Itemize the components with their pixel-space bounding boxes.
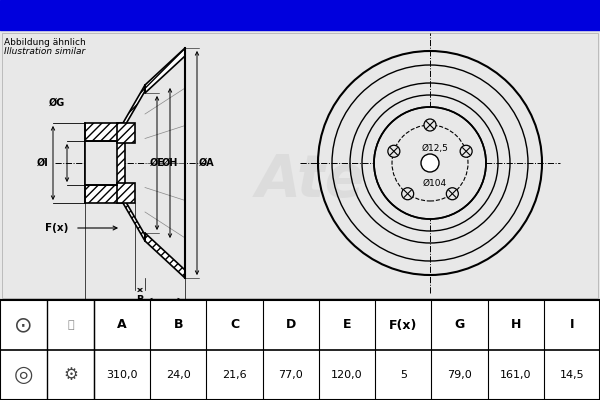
Polygon shape <box>85 141 117 185</box>
Polygon shape <box>123 197 145 241</box>
Text: C: C <box>230 318 239 332</box>
Polygon shape <box>117 123 135 143</box>
Text: Abbildung ähnlich: Abbildung ähnlich <box>4 38 86 47</box>
Text: A: A <box>117 318 127 332</box>
Circle shape <box>460 145 472 157</box>
Text: 79,0: 79,0 <box>447 370 472 380</box>
Text: ◎: ◎ <box>14 365 33 385</box>
Text: 77,0: 77,0 <box>278 370 303 380</box>
Text: ⚙: ⚙ <box>63 366 78 384</box>
Circle shape <box>421 154 439 172</box>
Bar <box>0 30 600 300</box>
Text: F(x): F(x) <box>46 223 68 233</box>
Polygon shape <box>145 56 185 270</box>
Text: ⊙: ⊙ <box>14 315 33 335</box>
Text: 21,6: 21,6 <box>222 370 247 380</box>
Circle shape <box>424 119 436 131</box>
Circle shape <box>388 145 400 157</box>
Text: ⬛: ⬛ <box>67 320 74 330</box>
Text: 24,0: 24,0 <box>166 370 191 380</box>
Text: D: D <box>286 318 296 332</box>
Text: ØI: ØI <box>37 158 49 168</box>
Text: Ate: Ate <box>256 152 365 208</box>
Text: I: I <box>569 318 574 332</box>
Text: B: B <box>173 318 183 332</box>
Circle shape <box>446 188 458 200</box>
Bar <box>2 33 598 298</box>
Text: B: B <box>136 295 143 305</box>
Text: Ø104: Ø104 <box>423 178 447 188</box>
Text: ØG: ØG <box>49 98 65 108</box>
Text: F(x): F(x) <box>389 318 418 332</box>
Text: 5: 5 <box>400 370 407 380</box>
Polygon shape <box>85 123 125 203</box>
Polygon shape <box>117 183 135 203</box>
Bar <box>0 300 600 400</box>
Polygon shape <box>145 48 185 93</box>
Circle shape <box>374 107 486 219</box>
Text: 161,0: 161,0 <box>500 370 532 380</box>
Bar <box>0 0 600 30</box>
Text: D: D <box>106 315 114 325</box>
Text: 14,5: 14,5 <box>560 370 584 380</box>
Text: G: G <box>454 318 464 332</box>
Text: ØE: ØE <box>149 158 164 168</box>
Text: 310,0: 310,0 <box>106 370 138 380</box>
Text: 120,0: 120,0 <box>331 370 363 380</box>
Text: 24.0324-0181.1: 24.0324-0181.1 <box>110 6 269 24</box>
Polygon shape <box>145 233 185 278</box>
Text: H: H <box>511 318 521 332</box>
Text: ØA: ØA <box>199 158 215 168</box>
Text: Illustration similar: Illustration similar <box>4 47 85 56</box>
Polygon shape <box>123 85 145 129</box>
Text: ØH: ØH <box>162 158 178 168</box>
Text: C (MTH): C (MTH) <box>153 305 197 315</box>
Text: E: E <box>343 318 351 332</box>
Circle shape <box>401 188 413 200</box>
Text: 524181: 524181 <box>392 6 467 24</box>
Text: Ø12,5: Ø12,5 <box>422 144 448 152</box>
